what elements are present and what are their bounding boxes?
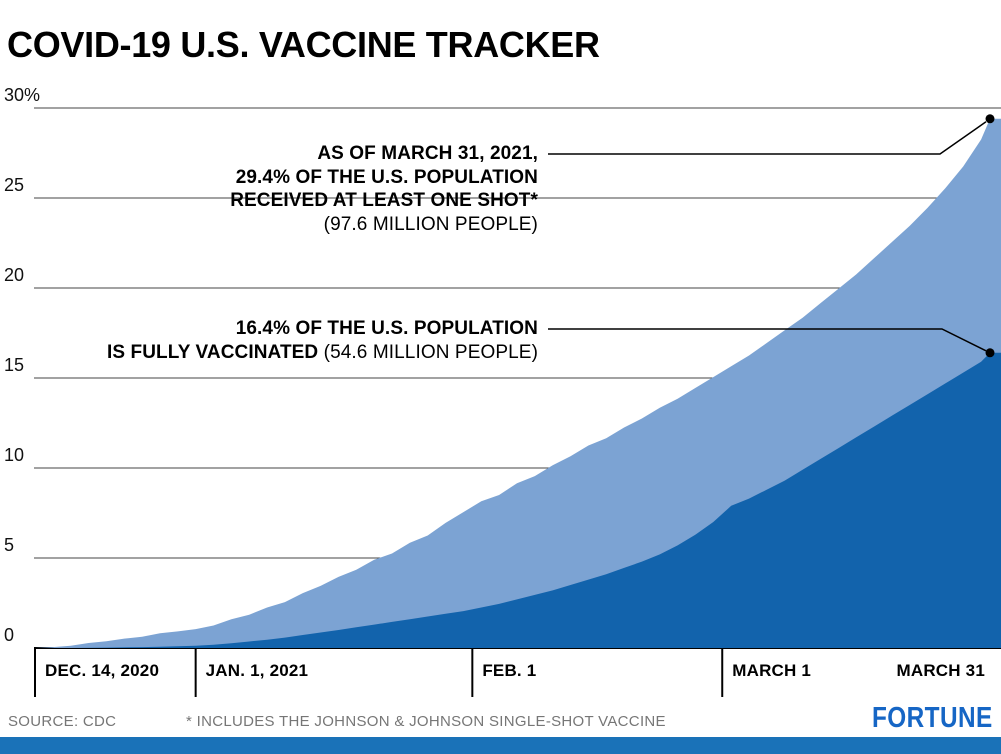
- annotation-line: 29.4% OF THE U.S. POPULATION: [235, 166, 538, 188]
- annotation-regular-text: (54.6 MILLION PEOPLE): [318, 341, 538, 363]
- one-shot-annotation: AS OF MARCH 31, 2021, 29.4% OF THE U.S. …: [230, 142, 538, 236]
- one-shot-leader-line: [548, 121, 987, 155]
- annotation-line: IS FULLY VACCINATED (54.6 MILLION PEOPLE…: [107, 341, 538, 365]
- y-tick-label: 15: [4, 355, 25, 375]
- y-tick-label: 5: [4, 535, 15, 555]
- source-label: SOURCE: CDC: [8, 713, 117, 730]
- fully-vaccinated-area: [35, 352, 1001, 648]
- y-tick-label: 0: [4, 625, 15, 645]
- footnote: * INCLUDES THE JOHNSON & JOHNSON SINGLE-…: [186, 713, 666, 730]
- annotation-line: AS OF MARCH 31, 2021,: [317, 143, 538, 164]
- fully-vaccinated-endpoint-dot: [985, 348, 995, 358]
- x-tick-label: FEB. 1: [482, 661, 537, 680]
- fortune-logo: FORTUNE: [872, 702, 993, 734]
- fully-vaccinated-leader-line: [548, 328, 987, 352]
- leader-lines-and-dots: [548, 114, 995, 358]
- bottom-accent-bar: [0, 737, 1001, 754]
- page-title: COVID-19 U.S. VACCINE TRACKER: [7, 24, 600, 65]
- x-axis-ticks: [34, 648, 724, 697]
- x-tick-label: JAN. 1, 2021: [205, 661, 309, 680]
- one-shot-endpoint-dot: [985, 114, 995, 124]
- annotation-line: 16.4% OF THE U.S. POPULATION: [235, 318, 538, 339]
- y-tick-label: 25: [4, 175, 25, 195]
- x-tick-label: MARCH 31: [896, 661, 985, 680]
- fully-vaccinated-annotation: 16.4% OF THE U.S. POPULATION IS FULLY VA…: [107, 317, 538, 364]
- annotation-line: (97.6 MILLION PEOPLE): [323, 213, 538, 235]
- annotation-bold-text: IS FULLY VACCINATED: [106, 341, 319, 363]
- y-tick-label: 10: [4, 445, 25, 465]
- y-tick-label: 20: [4, 265, 25, 285]
- annotation-line: RECEIVED AT LEAST ONE SHOT*: [230, 190, 538, 211]
- x-tick-label: MARCH 1: [732, 661, 812, 680]
- y-tick-label: 30%: [4, 85, 41, 105]
- x-tick-label: DEC. 14, 2020: [45, 661, 160, 680]
